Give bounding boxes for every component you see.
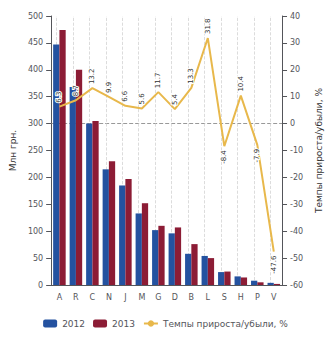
svg-text:M: M bbox=[138, 293, 145, 302]
svg-text:450: 450 bbox=[28, 38, 43, 47]
svg-text:Темпы прироста/убыли, %: Темпы прироста/убыли, % bbox=[162, 319, 288, 329]
svg-text:9.9: 9.9 bbox=[105, 82, 113, 93]
svg-text:-20: -20 bbox=[290, 173, 303, 182]
svg-text:40: 40 bbox=[290, 12, 300, 21]
svg-text:13.3: 13.3 bbox=[187, 68, 195, 84]
svg-text:-50: -50 bbox=[290, 254, 303, 263]
svg-text:S: S bbox=[222, 293, 227, 302]
svg-text:-60: -60 bbox=[290, 281, 303, 290]
svg-text:Темпы прироста/убыли, %: Темпы прироста/убыли, % bbox=[314, 88, 324, 214]
svg-text:2012: 2012 bbox=[62, 319, 85, 329]
svg-text:N: N bbox=[106, 293, 112, 302]
svg-text:J: J bbox=[123, 293, 126, 302]
svg-text:-47.6: -47.6 bbox=[270, 255, 278, 274]
svg-text:0: 0 bbox=[290, 119, 295, 128]
svg-text:100: 100 bbox=[28, 227, 43, 236]
svg-text:P: P bbox=[255, 293, 260, 302]
svg-text:-8.4: -8.4 bbox=[220, 150, 228, 164]
svg-text:8.7: 8.7 bbox=[72, 85, 80, 96]
svg-text:10.4: 10.4 bbox=[237, 75, 245, 91]
svg-text:V: V bbox=[271, 293, 277, 302]
svg-text:-40: -40 bbox=[290, 227, 303, 236]
svg-text:350: 350 bbox=[28, 92, 43, 101]
svg-text:-7.9: -7.9 bbox=[253, 149, 261, 163]
svg-text:-10: -10 bbox=[290, 146, 303, 155]
svg-text:50: 50 bbox=[33, 254, 43, 263]
svg-text:150: 150 bbox=[28, 200, 43, 209]
svg-text:31.8: 31.8 bbox=[204, 18, 212, 34]
svg-text:400: 400 bbox=[28, 65, 43, 74]
svg-text:B: B bbox=[189, 293, 195, 302]
svg-text:11.7: 11.7 bbox=[154, 73, 162, 89]
svg-text:H: H bbox=[238, 293, 244, 302]
svg-text:13.2: 13.2 bbox=[88, 68, 96, 84]
svg-text:6.3: 6.3 bbox=[55, 92, 63, 103]
svg-text:L: L bbox=[206, 293, 211, 302]
svg-text:6.6: 6.6 bbox=[121, 90, 129, 102]
svg-text:2013: 2013 bbox=[112, 319, 135, 329]
svg-text:5.6: 5.6 bbox=[138, 93, 146, 105]
svg-text:Млн грн.: Млн грн. bbox=[8, 130, 18, 171]
svg-text:300: 300 bbox=[28, 119, 43, 128]
svg-text:250: 250 bbox=[28, 146, 43, 155]
svg-text:R: R bbox=[73, 293, 79, 302]
svg-text:200: 200 bbox=[28, 173, 43, 182]
svg-text:20: 20 bbox=[290, 65, 300, 74]
svg-text:-30: -30 bbox=[290, 200, 303, 209]
svg-text:10: 10 bbox=[290, 92, 300, 101]
svg-text:0: 0 bbox=[38, 281, 43, 290]
svg-text:30: 30 bbox=[290, 38, 300, 47]
svg-text:500: 500 bbox=[28, 12, 43, 21]
svg-text:5.4: 5.4 bbox=[171, 93, 179, 105]
svg-text:A: A bbox=[57, 293, 63, 302]
svg-text:D: D bbox=[172, 293, 178, 302]
svg-text:G: G bbox=[155, 293, 161, 302]
svg-text:C: C bbox=[90, 293, 96, 302]
